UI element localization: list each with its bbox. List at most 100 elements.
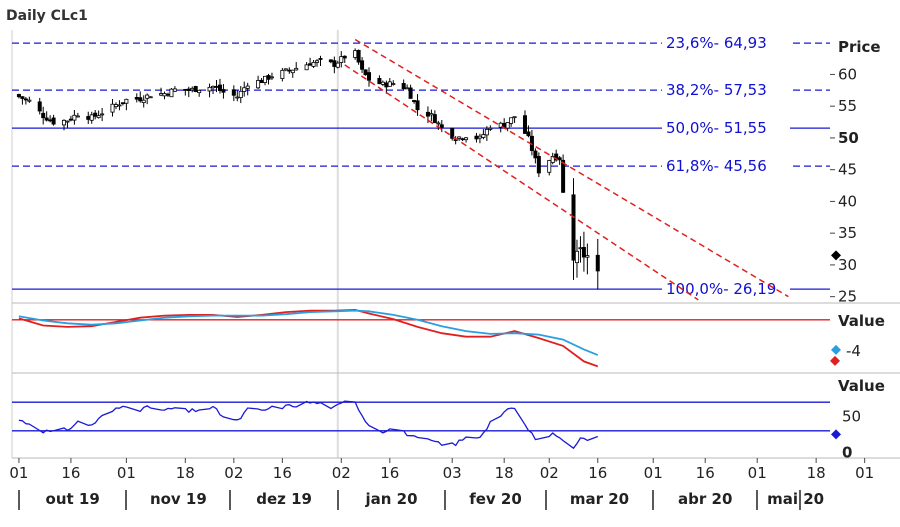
price-tick-label: 50 bbox=[838, 129, 859, 147]
price-candle-body bbox=[585, 255, 590, 258]
price-candle-body bbox=[211, 85, 216, 89]
price-candle-body bbox=[294, 67, 299, 71]
date-tick-label: 18 bbox=[176, 464, 195, 482]
price-candle-body bbox=[401, 83, 406, 90]
date-tick-label: 01 bbox=[644, 464, 663, 482]
price-candle-body bbox=[581, 247, 586, 258]
price-tick-label: 35 bbox=[838, 224, 857, 242]
price-candle-body bbox=[214, 85, 219, 88]
price-candle-body bbox=[162, 93, 167, 97]
price-candle-body bbox=[235, 96, 240, 99]
price-candle-body bbox=[571, 194, 576, 261]
date-tick-label: 01 bbox=[748, 464, 767, 482]
price-candle-body bbox=[117, 104, 122, 107]
date-tick-label: 02 bbox=[224, 464, 243, 482]
chart-title: Daily CLc1 bbox=[6, 8, 88, 24]
price-candle-body bbox=[238, 90, 243, 98]
price-candle-body bbox=[332, 60, 337, 67]
price-candle-body bbox=[113, 104, 118, 108]
price-candle-body bbox=[315, 60, 320, 63]
fibonacci-label-bg bbox=[662, 34, 790, 53]
price-candle-body bbox=[429, 113, 434, 116]
price-candle-body bbox=[96, 115, 101, 119]
price-candle-body bbox=[86, 116, 91, 120]
month-label: dez 19 bbox=[256, 490, 312, 508]
fibonacci-label-bg bbox=[662, 157, 790, 176]
rsi-line bbox=[18, 400, 599, 450]
price-candle-body bbox=[100, 113, 105, 116]
price-candle-body bbox=[387, 81, 392, 87]
price-panel: Price 25 30 35 40 45 50 55 60 23,6%- 64,93 38,2%- … bbox=[12, 34, 881, 306]
price-candle-body bbox=[263, 75, 268, 83]
price-candle-body bbox=[283, 68, 288, 71]
price-candle-body bbox=[290, 69, 295, 74]
date-tick-label: 16 bbox=[61, 464, 80, 482]
price-candle-body bbox=[75, 115, 80, 118]
price-candle-body bbox=[526, 131, 531, 137]
price-candle-body bbox=[183, 88, 188, 91]
price-candle-body bbox=[522, 115, 527, 134]
price-candle-body bbox=[384, 82, 389, 88]
price-candle-body bbox=[269, 76, 274, 79]
price-candle-body bbox=[412, 100, 417, 103]
date-tick-label: 16 bbox=[273, 464, 292, 482]
price-candle-body bbox=[72, 114, 77, 121]
price-candle-body bbox=[425, 111, 430, 117]
price-candle-body bbox=[93, 112, 98, 117]
price-candle-body bbox=[318, 58, 323, 60]
rsi-axis-title: Value bbox=[838, 377, 885, 395]
price-candle-body bbox=[148, 96, 153, 99]
price-candle-body bbox=[231, 89, 236, 96]
macd-axis-title: Value bbox=[838, 312, 885, 330]
price-candle-body bbox=[172, 88, 177, 92]
trend-channel-line bbox=[354, 38, 789, 298]
fibonacci-level-label: 61,8%- 45,56 bbox=[666, 157, 767, 175]
rsi-tick-label: 50 bbox=[842, 408, 861, 426]
price-candle-body bbox=[328, 59, 333, 63]
rsi-last-value-marker bbox=[831, 429, 841, 440]
price-candle-body bbox=[89, 114, 94, 121]
price-candle-body bbox=[245, 85, 250, 89]
price-candle-body bbox=[342, 55, 347, 59]
price-candle-body bbox=[377, 78, 382, 85]
price-candle-body bbox=[190, 87, 195, 91]
price-candle-body bbox=[557, 157, 562, 161]
price-candle-body bbox=[439, 124, 444, 128]
month-label: abr 20 bbox=[678, 490, 732, 508]
price-candle-body bbox=[488, 127, 493, 130]
price-candle-body bbox=[37, 101, 42, 112]
price-candle-body bbox=[304, 64, 309, 71]
date-tick-label: 01 bbox=[9, 464, 28, 482]
price-candle-body bbox=[405, 87, 410, 90]
price-candle-body bbox=[61, 119, 66, 126]
fibonacci-label-bg bbox=[662, 81, 790, 100]
month-label: mar 20 bbox=[570, 490, 629, 508]
price-candle-body bbox=[207, 86, 212, 92]
date-tick-label: 01 bbox=[855, 464, 874, 482]
price-candle-body bbox=[536, 156, 541, 174]
macd-tick-label: -4 bbox=[846, 342, 861, 360]
price-candle-body bbox=[335, 62, 340, 68]
price-candle-body bbox=[561, 159, 566, 193]
price-tick-label: 25 bbox=[838, 288, 857, 306]
price-candle-body bbox=[464, 137, 469, 141]
price-candle-body bbox=[512, 116, 517, 119]
price-candle-body bbox=[509, 117, 514, 124]
price-candle-body bbox=[110, 103, 115, 113]
price-candle-body bbox=[134, 97, 139, 100]
price-candle-body bbox=[256, 80, 261, 89]
date-tick-label: 01 bbox=[117, 464, 136, 482]
price-candle-body bbox=[408, 87, 413, 99]
price-axis-title: Price bbox=[838, 38, 881, 56]
price-candle-body bbox=[432, 114, 437, 124]
price-candle-body bbox=[460, 138, 465, 141]
month-label: nov 19 bbox=[150, 490, 207, 508]
price-candle-body bbox=[533, 150, 538, 159]
trend-channel-line bbox=[344, 64, 699, 301]
price-candle-body bbox=[141, 99, 146, 104]
price-candle-body bbox=[477, 135, 482, 139]
rsi-panel: Value 50 0 bbox=[12, 377, 885, 461]
price-candle-body bbox=[457, 136, 462, 139]
price-candle-body bbox=[415, 100, 420, 111]
